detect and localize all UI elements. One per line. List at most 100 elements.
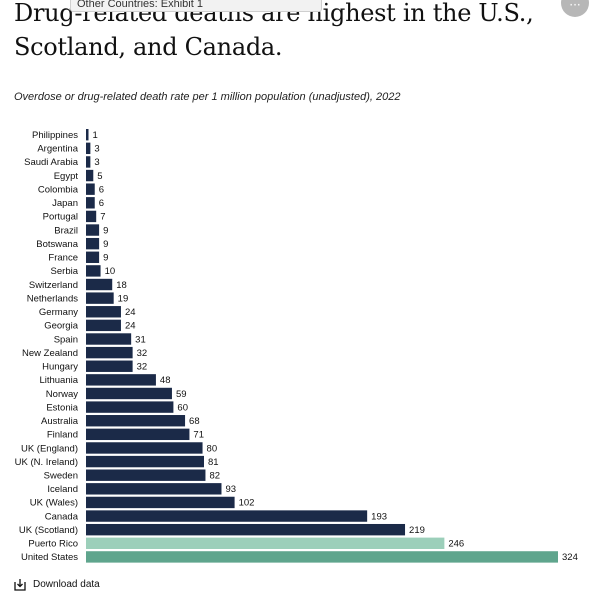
value-label-sweden: 82 — [209, 471, 220, 482]
value-label-australia: 68 — [189, 416, 200, 427]
bar-canada[interactable] — [86, 510, 368, 522]
category-label-lithuania: Lithuania — [39, 375, 78, 386]
bar-france[interactable] — [86, 251, 100, 263]
category-label-france: France — [48, 253, 78, 264]
value-label-colombia: 6 — [99, 184, 104, 195]
value-label-uk-scotland: 219 — [409, 525, 425, 536]
bar-portugal[interactable] — [86, 210, 97, 223]
category-label-finland: Finland — [47, 430, 78, 441]
value-label-argentina: 3 — [94, 144, 99, 155]
value-label-egypt: 5 — [97, 171, 102, 182]
category-label-egypt: Egypt — [54, 171, 79, 182]
category-label-argentina: Argentina — [37, 144, 78, 155]
category-label-norway: Norway — [46, 389, 78, 400]
bar-spain[interactable] — [86, 333, 132, 345]
bar-japan[interactable] — [86, 197, 95, 209]
category-label-new-zealand: New Zealand — [22, 348, 78, 359]
value-label-hungary: 32 — [137, 362, 148, 373]
value-label-brazil: 9 — [103, 225, 108, 236]
category-label-estonia: Estonia — [46, 402, 78, 413]
bar-uk-england[interactable] — [86, 442, 203, 454]
category-label-australia: Australia — [41, 416, 79, 427]
bar-finland[interactable] — [86, 428, 190, 441]
value-label-georgia: 24 — [125, 321, 136, 332]
category-label-spain: Spain — [54, 334, 78, 345]
bar-botswana[interactable] — [86, 237, 100, 250]
download-label: Download data — [33, 578, 100, 590]
category-label-united-states: United States — [21, 552, 78, 563]
bar-uk-wales[interactable] — [86, 496, 235, 509]
bar-egypt[interactable] — [86, 169, 94, 182]
value-label-norway: 59 — [176, 389, 187, 400]
category-label-canada: Canada — [45, 511, 79, 522]
value-label-puerto-rico: 246 — [448, 539, 464, 550]
bar-new-zealand[interactable] — [86, 346, 133, 359]
value-label-philippines: 1 — [93, 130, 98, 141]
value-label-saudi-arabia: 3 — [94, 157, 99, 168]
value-label-finland: 71 — [193, 430, 204, 441]
value-label-netherlands: 19 — [118, 293, 129, 304]
value-label-uk-n-ireland: 81 — [208, 457, 219, 468]
category-label-japan: Japan — [52, 198, 78, 209]
bar-lithuania[interactable] — [86, 374, 156, 386]
bar-estonia[interactable] — [86, 401, 174, 413]
category-label-netherlands: Netherlands — [27, 293, 78, 304]
bar-argentina[interactable] — [86, 142, 91, 155]
category-label-botswana: Botswana — [36, 239, 78, 250]
bar-georgia[interactable] — [86, 319, 121, 332]
category-label-puerto-rico: Puerto Rico — [28, 539, 78, 550]
value-label-uk-wales: 102 — [239, 498, 255, 509]
value-label-united-states: 324 — [562, 552, 578, 563]
value-label-new-zealand: 32 — [137, 348, 148, 359]
category-label-iceland: Iceland — [47, 484, 78, 495]
bar-united-states[interactable] — [86, 551, 558, 563]
bar-iceland[interactable] — [86, 483, 222, 495]
bar-philippines[interactable] — [86, 129, 89, 141]
category-label-serbia: Serbia — [51, 266, 79, 277]
category-label-colombia: Colombia — [38, 184, 79, 195]
bar-brazil[interactable] — [86, 224, 100, 236]
bar-uk-scotland[interactable] — [86, 523, 406, 536]
category-label-sweden: Sweden — [44, 471, 78, 482]
category-label-brazil: Brazil — [54, 225, 78, 236]
bar-uk-n-ireland[interactable] — [86, 455, 204, 468]
value-label-serbia: 10 — [105, 266, 116, 277]
value-label-france: 9 — [103, 253, 108, 264]
bar-puerto-rico[interactable] — [86, 537, 445, 549]
bar-serbia[interactable] — [86, 265, 101, 277]
category-label-uk-scotland: UK (Scotland) — [19, 525, 78, 536]
bar-saudi-arabia[interactable] — [86, 156, 91, 168]
value-label-iceland: 93 — [225, 484, 236, 495]
bar-chart: Philippines 1 Argentina 3 Saudi Arabia 3 Egypt… — [15, 129, 578, 563]
value-label-germany: 24 — [125, 307, 136, 318]
bar-germany[interactable] — [86, 306, 121, 318]
value-label-canada: 193 — [371, 511, 387, 522]
bar-norway[interactable] — [86, 387, 172, 400]
bar-sweden[interactable] — [86, 469, 206, 481]
value-label-lithuania: 48 — [160, 375, 171, 386]
value-label-botswana: 9 — [103, 239, 108, 250]
chart-subtitle: Overdose or drug-related death rate per … — [14, 91, 401, 103]
value-label-spain: 31 — [135, 334, 146, 345]
category-label-georgia: Georgia — [44, 321, 79, 332]
ellipsis-icon[interactable]: ··· — [561, 0, 589, 17]
bar-switzerland[interactable] — [86, 278, 113, 291]
bar-colombia[interactable] — [86, 183, 95, 195]
value-label-japan: 6 — [99, 198, 104, 209]
value-label-portugal: 7 — [100, 212, 105, 223]
category-label-uk-n-ireland: UK (N. Ireland) — [15, 457, 78, 468]
category-label-germany: Germany — [39, 307, 78, 318]
value-label-uk-england: 80 — [207, 443, 218, 454]
category-label-hungary: Hungary — [42, 362, 78, 373]
download-data-button[interactable]: Download data — [14, 576, 100, 592]
category-label-saudi-arabia: Saudi Arabia — [24, 157, 79, 168]
category-label-switzerland: Switzerland — [29, 280, 78, 291]
category-label-uk-england: UK (England) — [21, 443, 78, 454]
download-icon — [14, 578, 26, 591]
bar-netherlands[interactable] — [86, 292, 114, 304]
value-label-estonia: 60 — [177, 402, 188, 413]
bar-hungary[interactable] — [86, 360, 133, 372]
tooltip: Other Countries: Exhibit 1 — [70, 0, 322, 12]
category-label-uk-wales: UK (Wales) — [30, 498, 78, 509]
bar-australia[interactable] — [86, 415, 186, 427]
